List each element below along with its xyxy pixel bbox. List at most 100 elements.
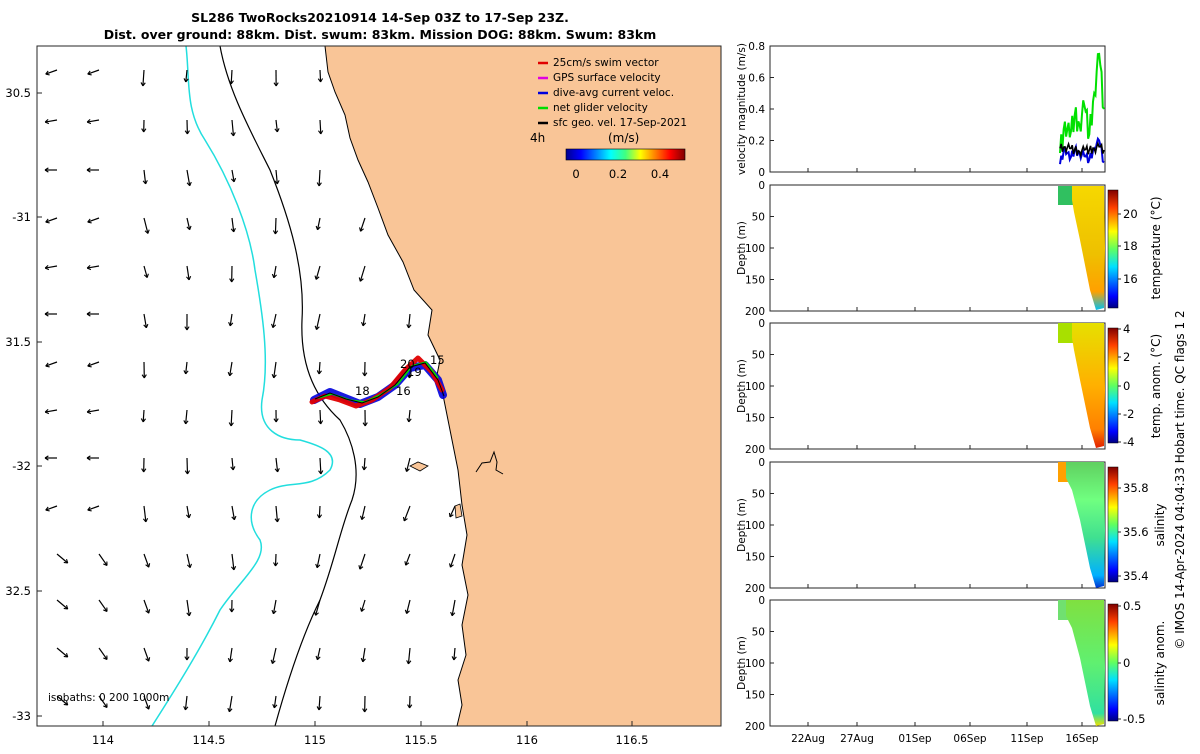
time-x-tick-label: 01Sep (898, 733, 931, 745)
temp-anom-colorbar (1108, 328, 1118, 443)
colorbar-tick-label: 0.5 (1123, 599, 1141, 613)
colorbar-tick-label: -4 (1123, 435, 1134, 449)
time-x-tick-label: 11Sep (1010, 733, 1043, 745)
temperature-cbar-label: temperature (°C) (1149, 197, 1163, 300)
depth-y-tick-label: 50 (752, 212, 765, 224)
velocity-arrow (320, 120, 321, 134)
speed-colorbar-tick: 0 (572, 167, 579, 181)
temperature-colorbar (1108, 190, 1118, 308)
velocity-y-tick-label: 0.2 (748, 136, 765, 148)
velocity-y-tick-label: 0.6 (748, 73, 765, 85)
velocity-y-tick-label: 0.8 (748, 41, 765, 53)
velocity-arrow (319, 506, 320, 518)
map-x-tick-label: 116 (516, 733, 538, 747)
depth-y-tick-label: 50 (752, 350, 765, 362)
map-x-tick-label: 116.5 (616, 733, 649, 747)
map-x-tick-label: 114.5 (193, 733, 226, 747)
time-x-tick-label: 16Sep (1065, 733, 1098, 745)
colorbar-tick-label: 4 (1123, 322, 1130, 336)
depth-y-tick-label: 150 (745, 275, 765, 287)
depth-y-tick-label: 150 (745, 552, 765, 564)
time-series-panels: velocity magnitude (m/s) Depth (m) tempe… (736, 41, 1187, 745)
colorbar-tick-label: 16 (1123, 272, 1138, 286)
depth-y-tick-label: 200 (745, 721, 765, 733)
track-day-label: 20 (400, 357, 415, 371)
map-y-tick-label: 31.5 (5, 335, 31, 349)
temp-anom-cbar-label: temp. anom. (°C) (1149, 334, 1163, 438)
footer-credit: © IMOS 14-Apr-2024 04:04:33 Hobart time.… (1173, 310, 1187, 649)
figure-title-line1: SL286 TwoRocks20210914 14-Sep 03Z to 17-… (191, 10, 569, 25)
velocity-y-tick-label: 0.4 (748, 104, 765, 116)
speed-colorbar (566, 149, 685, 160)
legend-entry: GPS surface velocity (553, 72, 661, 84)
isobaths-label: isobaths: 0 200 1000m (48, 692, 169, 704)
track-day-label: 18 (355, 384, 370, 398)
colorbar-tick-label: -0.5 (1123, 712, 1145, 726)
colorbar-tick-label: 20 (1123, 207, 1138, 221)
salinity-colorbar (1108, 467, 1118, 582)
colorbar-tick-label: 35.8 (1123, 481, 1149, 495)
track-day-label: 15 (430, 353, 445, 367)
colorbar-tick-label: 2 (1123, 350, 1130, 364)
depth-y-tick-label: 100 (745, 658, 765, 670)
legend-entry: dive-avg current veloc. (553, 87, 674, 99)
legend-time-label: 4h (530, 131, 545, 145)
velocity-ylabel: velocity magnitude (m/s) (736, 43, 748, 175)
legend-entry: 25cm/s swim vector (553, 57, 659, 69)
colorbar-tick-label: -2 (1123, 407, 1134, 421)
depth-y-tick-label: 0 (758, 595, 765, 607)
depth-y-tick-label: 50 (752, 627, 765, 639)
depth-y-tick-label: 100 (745, 381, 765, 393)
velocity-arrow (320, 70, 321, 82)
depth-y-tick-label: 0 (758, 457, 765, 469)
depth-y-tick-label: 100 (745, 520, 765, 532)
map-y-tick-label: 32.5 (5, 584, 31, 598)
depth-y-tick-label: 0 (758, 180, 765, 192)
figure-title-line2: Dist. over ground: 88km. Dist. swum: 83k… (104, 27, 657, 42)
map-y-tick-label: -33 (12, 709, 31, 723)
salinity-cbar-label: salinity (1153, 503, 1167, 546)
colorbar-tick-label: 0 (1123, 656, 1130, 670)
velocity-y-tick-label: 0 (758, 167, 765, 179)
map-y-tick-label: -31 (12, 210, 31, 224)
velocity-panel: velocity magnitude (m/s) (736, 43, 1105, 175)
legend-entry: net glider velocity (553, 102, 648, 114)
depth-y-tick-label: 50 (752, 489, 765, 501)
map-x-tick-label: 114 (92, 733, 114, 747)
velocity-arrow (231, 70, 232, 84)
sal-anom-panel: Depth (m) salinity anom. (736, 600, 1167, 726)
temp-anom-surface-block (1058, 323, 1073, 343)
colorbar-tick-label: 0 (1123, 379, 1130, 393)
time-x-tick-label: 06Sep (953, 733, 986, 745)
salinity-panel: Depth (m) salinity (736, 462, 1167, 588)
colorbar-tick-label: 35.6 (1123, 525, 1149, 539)
legend-entry: sfc geo. vel. 17-Sep-2021 (553, 117, 687, 129)
depth-y-tick-label: 150 (745, 690, 765, 702)
temperature-surface-block (1058, 186, 1073, 205)
map-y-tick-label: 30.5 (5, 86, 31, 100)
depth-y-tick-label: 200 (745, 306, 765, 318)
speed-colorbar-tick: 0.4 (651, 167, 669, 181)
velocity-arrow (275, 218, 276, 234)
time-x-tick-label: 22Aug (791, 733, 825, 745)
depth-y-tick-label: 200 (745, 444, 765, 456)
sal-anom-colorbar (1108, 604, 1118, 721)
depth-y-tick-label: 100 (745, 243, 765, 255)
sal-anom-cbar-label: salinity anom. (1153, 621, 1167, 706)
velocity-arrow (320, 410, 321, 424)
time-x-tick-label: 27Aug (840, 733, 874, 745)
colorbar-tick-label: 35.4 (1123, 569, 1149, 583)
track-day-label: 16 (396, 384, 411, 398)
depth-y-tick-label: 150 (745, 413, 765, 425)
temperature-panel: Depth (m) temperature (°C) (736, 185, 1163, 311)
map-y-tick-label: -32 (12, 459, 31, 473)
temp-anom-panel: Depth (m) temp. anom. (°C) (736, 323, 1163, 449)
colorbar-tick-label: 18 (1123, 239, 1138, 253)
depth-y-tick-label: 0 (758, 318, 765, 330)
depth-y-tick-label: 200 (745, 583, 765, 595)
map-x-tick-label: 115 (304, 733, 326, 747)
map-x-tick-label: 115.5 (405, 733, 438, 747)
colorbar-unit: (m/s) (608, 131, 639, 145)
